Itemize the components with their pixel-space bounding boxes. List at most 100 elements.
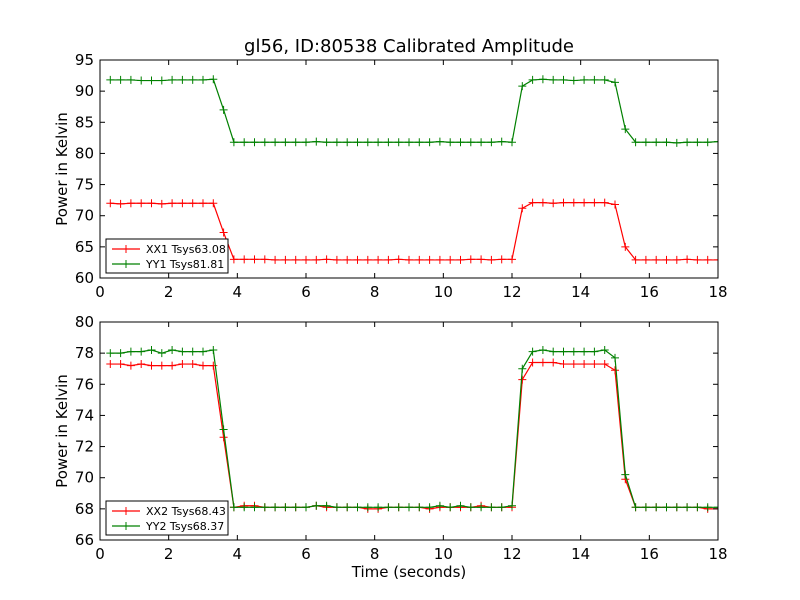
- chart-1-series-0-point: [528, 358, 537, 367]
- chart-0-series-1-point: [549, 75, 558, 84]
- chart-0-series-0-point: [137, 199, 146, 208]
- chart-0-y-tick-label: 60: [75, 269, 94, 287]
- chart-0-series-0-point: [209, 199, 218, 208]
- chart-0-series-1-point: [322, 138, 331, 147]
- chart-0-series-1-point: [456, 138, 465, 147]
- chart-1-series-0-point: [199, 361, 207, 370]
- chart-0-series-0-point: [178, 199, 187, 208]
- chart-1-y-axis-label: Power in Kelvin: [53, 374, 71, 488]
- chart-0-y-tick-label: 80: [75, 144, 94, 162]
- chart-0-series-0-point: [549, 199, 558, 208]
- chart-0-series-1-point: [703, 138, 712, 147]
- chart-1-series-1-point: [106, 349, 115, 358]
- chart-0-y-axis-label: Power in Kelvin: [53, 112, 71, 226]
- chart-0-series-1-point: [415, 138, 424, 147]
- chart-0-series-1-point: [209, 75, 218, 84]
- chart-0-series-1-point: [600, 75, 609, 84]
- chart-0-series-1-point: [672, 138, 681, 147]
- chart-1-series-1-point: [487, 503, 496, 512]
- chart-1-series-1-point: [425, 503, 434, 512]
- chart-1-series-1-point: [147, 346, 156, 355]
- chart-1-x-tick-label: 10: [434, 545, 453, 563]
- chart-0-series-0-point: [528, 198, 537, 207]
- chart-1-series-1-point: [466, 503, 475, 512]
- chart-1-series-1-point: [229, 503, 238, 512]
- chart-0-series-0-point: [343, 255, 352, 264]
- figure-title: gl56, ID:80538 Calibrated Amplitude: [244, 36, 574, 57]
- chart-0-x-tick-label: 16: [640, 283, 659, 301]
- chart-0-series-1-point: [260, 138, 269, 147]
- chart-1-series-1-point: [312, 501, 321, 510]
- chart-1-series-1-point: [209, 346, 218, 355]
- chart-0-series-1-point: [580, 75, 589, 84]
- chart-1-series-0-point: [209, 361, 218, 370]
- chart-0-series-1-point: [240, 138, 249, 147]
- chart-1-series-1-point: [178, 347, 187, 356]
- chart-0-series-0-point: [157, 199, 166, 208]
- chart-0-series-1-point: [683, 138, 692, 147]
- chart-1-series-1-point: [538, 346, 547, 355]
- chart-1-series-1-point: [559, 347, 568, 356]
- chart-0-series-0-point: [466, 255, 475, 264]
- chart-1-series-1-point: [590, 347, 599, 356]
- chart-1-series-0-point: [580, 360, 589, 369]
- chart-0-series-1-point: [302, 138, 310, 147]
- chart-1-y-tick-label: 68: [75, 500, 94, 518]
- chart-0-series-0-point: [497, 255, 506, 264]
- chart-0-x-tick-label: 2: [164, 283, 174, 301]
- chart-0-series-0-point: [693, 255, 702, 264]
- chart-0-series-1-point: [137, 76, 146, 85]
- chart-1-x-tick-label: 8: [370, 545, 380, 563]
- chart-0-series-1-point: [168, 75, 177, 84]
- chart-1-series-0-point: [590, 360, 599, 369]
- chart-0-y-tick-label: 90: [75, 82, 94, 100]
- chart-0-series-1-point: [106, 75, 115, 84]
- chart-0-series-1-point: [590, 75, 599, 84]
- chart-0-series-0-point: [662, 255, 671, 264]
- chart-0-series-0-point: [260, 255, 269, 264]
- chart-1-series-0-point: [549, 358, 558, 367]
- chart-0-series-1-point: [126, 75, 135, 84]
- chart-0-y-tick-label: 95: [75, 51, 94, 69]
- chart-0-series-1-point: [219, 105, 228, 114]
- chart-0-series-1-point: [199, 75, 207, 84]
- chart-1-legend-label: XX2 Tsys68.43: [146, 505, 226, 518]
- chart-0-series-0-point: [219, 228, 228, 237]
- chart-0-series-1-point: [332, 138, 341, 147]
- chart-0-series-1-point: [281, 138, 290, 147]
- chart-0-legend-label: XX1 Tsys63.08: [146, 243, 226, 256]
- chart-0-series-1-point: [693, 138, 702, 147]
- chart-1-legend-marker: [122, 507, 130, 515]
- chart-0-series-1-point: [528, 75, 537, 84]
- chart-0-series-0-point: [147, 199, 156, 208]
- chart-1-y-tick-label: 70: [75, 469, 94, 487]
- chart-0-series-0-point: [302, 255, 310, 264]
- chart-0-series-0-point: [683, 255, 692, 264]
- chart-1-series-1-point: [683, 503, 692, 512]
- chart-0-series-1-point: [394, 138, 403, 147]
- chart-0-series-0-point: [631, 255, 640, 264]
- chart-1-series-0-point: [178, 360, 187, 369]
- chart-1-series-1-point: [703, 503, 712, 512]
- chart-0-x-tick-label: 12: [502, 283, 521, 301]
- chart-0-series-0-point: [281, 255, 290, 264]
- chart-1-series-1-point: [322, 501, 331, 510]
- chart-1-series-1-point: [291, 503, 300, 512]
- chart-1-legend-marker: [122, 522, 130, 530]
- chart-1-series-1-point: [302, 503, 310, 512]
- chart-0-series-1-point: [353, 138, 362, 147]
- chart-0-series-0-point: [435, 255, 444, 264]
- chart-0-series-1-point: [343, 138, 352, 147]
- chart-1-series-1-point: [168, 346, 177, 355]
- chart-0-series-1-point: [621, 125, 630, 134]
- chart-0-series-1-point: [178, 75, 187, 84]
- chart-0-series-0-point: [703, 255, 712, 264]
- chart-0-x-tick-label: 8: [370, 283, 380, 301]
- chart-0-series-0-point: [384, 255, 393, 264]
- chart-1-series-1-point: [188, 347, 197, 356]
- chart-0-series-0-point: [415, 255, 424, 264]
- chart-0-series-0-point: [477, 255, 486, 264]
- chart-0-series-1-point: [435, 137, 444, 146]
- chart-1-series-1-point: [569, 347, 578, 356]
- chart-1-series-1-point: [271, 503, 280, 512]
